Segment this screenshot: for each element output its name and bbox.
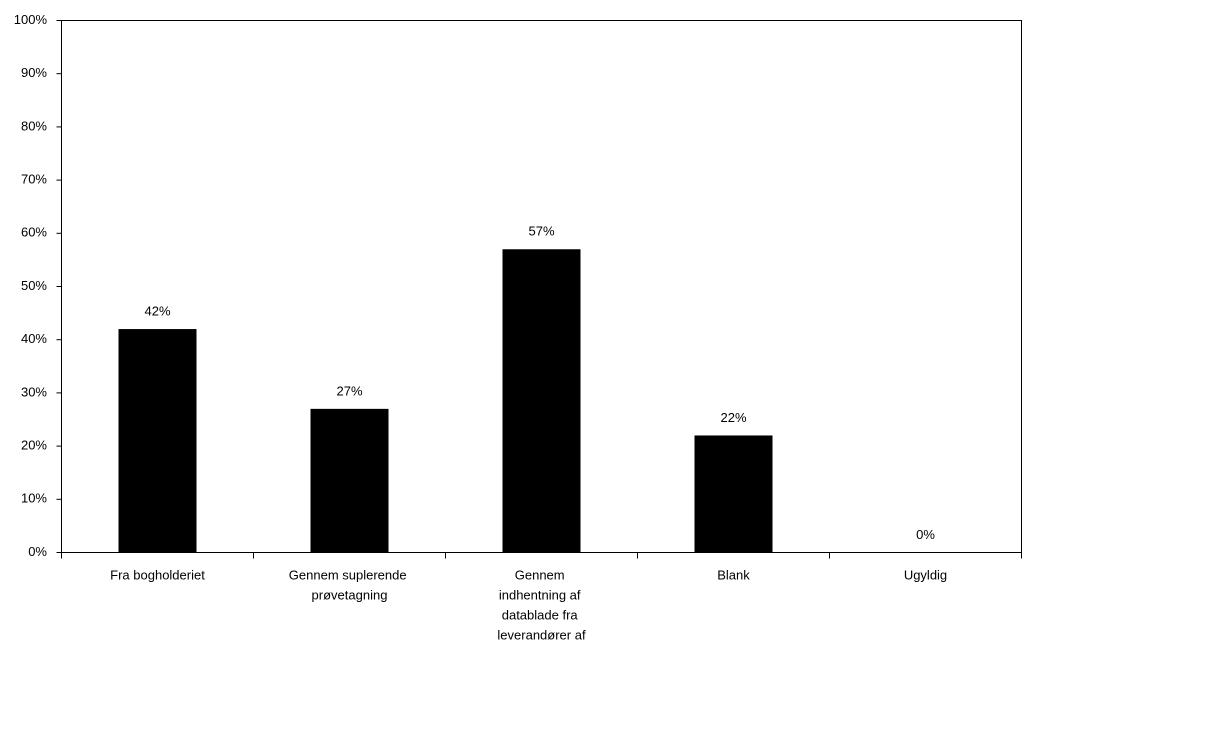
y-tick-label: 20%: [21, 438, 47, 453]
y-tick-label: 0%: [28, 544, 47, 559]
bar: [502, 249, 581, 553]
bar: [694, 435, 773, 553]
data-label: 0%: [916, 527, 935, 542]
x-tick-label: Fra bogholderiet: [110, 568, 205, 583]
data-label: 22%: [720, 410, 746, 425]
y-tick-label: 30%: [21, 384, 47, 399]
y-tick-label: 40%: [21, 331, 47, 346]
x-tick-label: Gennem suplerende prøvetagning: [289, 568, 410, 603]
y-tick-label: 50%: [21, 278, 47, 293]
x-tick-label: Ugyldig: [904, 568, 947, 583]
bar: [310, 408, 389, 553]
y-tick-label: 100%: [14, 12, 48, 27]
y-tick-label: 80%: [21, 118, 47, 133]
data-label: 57%: [528, 224, 554, 239]
y-tick-label: 90%: [21, 65, 47, 80]
y-tick-label: 10%: [21, 491, 47, 506]
data-label: 27%: [336, 383, 362, 398]
x-tick-label: Blank: [717, 568, 750, 583]
y-tick-label: 70%: [21, 172, 47, 187]
x-tick-label: Gennem indhentning af datablade fra leve…: [497, 568, 586, 643]
bar: [118, 329, 197, 553]
y-tick-label: 60%: [21, 225, 47, 240]
data-label: 42%: [144, 303, 170, 318]
